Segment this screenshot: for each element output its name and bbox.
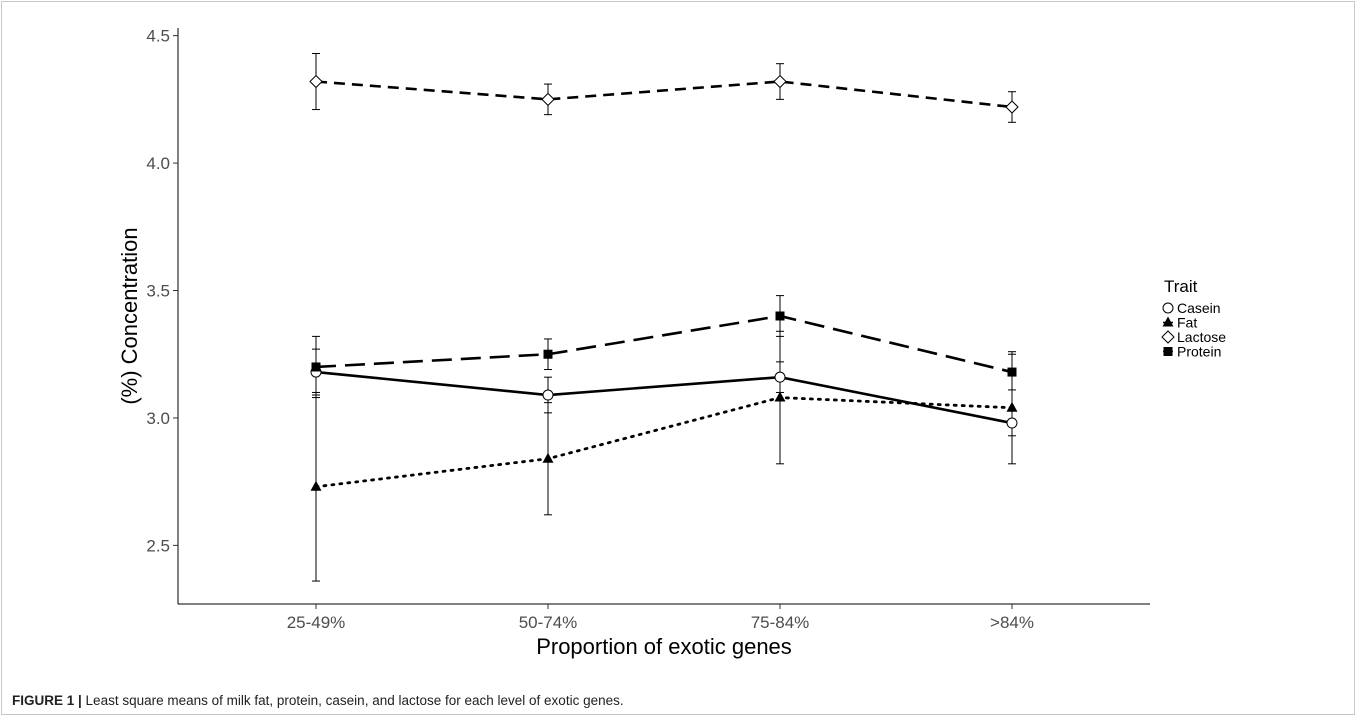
point-protein [775, 311, 785, 321]
point-lactose [309, 74, 323, 89]
x-tick-label: 25-49% [287, 613, 346, 632]
x-tick-label: 75-84% [751, 613, 810, 632]
y-tick-label: 3.0 [146, 409, 170, 428]
line-chart: 2.5 3.0 3.5 4.0 4.5 25-49% 50-74% 75-84% >84% Pro… [117, 27, 1226, 659]
figure-caption-text: Least square means of milk fat, protein,… [81, 693, 624, 708]
x-axis-title: Proportion of exotic genes [536, 634, 792, 659]
legend-key-fat [1162, 316, 1174, 327]
point-casein [774, 371, 786, 383]
point-lactose [1005, 100, 1019, 114]
point-fat [542, 452, 554, 463]
legend-key-lactose [1161, 330, 1175, 344]
point-casein [542, 389, 554, 401]
point-lactose [541, 92, 555, 107]
y-axis-title: (%) Concentration [117, 227, 142, 404]
point-casein [1006, 417, 1018, 429]
point-fat [1006, 401, 1018, 412]
point-fat [310, 480, 322, 491]
figure-caption: FIGURE 1 | Least square means of milk fa… [12, 693, 624, 708]
y-tick-label: 4.0 [146, 154, 170, 173]
series-line-protein [315, 314, 1013, 374]
series-line-fat [314, 396, 1014, 489]
point-protein [311, 362, 321, 372]
legend-label-casein: Casein [1177, 300, 1221, 316]
x-tick-label: >84% [990, 613, 1034, 632]
legend-key-protein [1163, 347, 1173, 356]
y-tick-label: 3.5 [146, 282, 170, 301]
x-tick-label: 50-74% [519, 613, 578, 632]
legend-label-fat: Fat [1177, 315, 1197, 331]
legend-key-casein [1162, 302, 1174, 314]
legend-title: Trait [1164, 277, 1198, 296]
point-fat [774, 391, 786, 402]
legend-label-lactose: Lactose [1177, 329, 1226, 345]
y-tick-label: 4.5 [146, 27, 170, 46]
point-lactose [773, 74, 787, 89]
point-protein [1007, 367, 1017, 377]
series-line-casein [315, 370, 1013, 425]
y-tick-label: 2.5 [146, 536, 170, 555]
series-line-lactose [315, 80, 1013, 109]
figure-caption-label: FIGURE 1 | [12, 693, 82, 708]
point-protein [543, 349, 553, 359]
legend-label-protein: Protein [1177, 344, 1221, 360]
